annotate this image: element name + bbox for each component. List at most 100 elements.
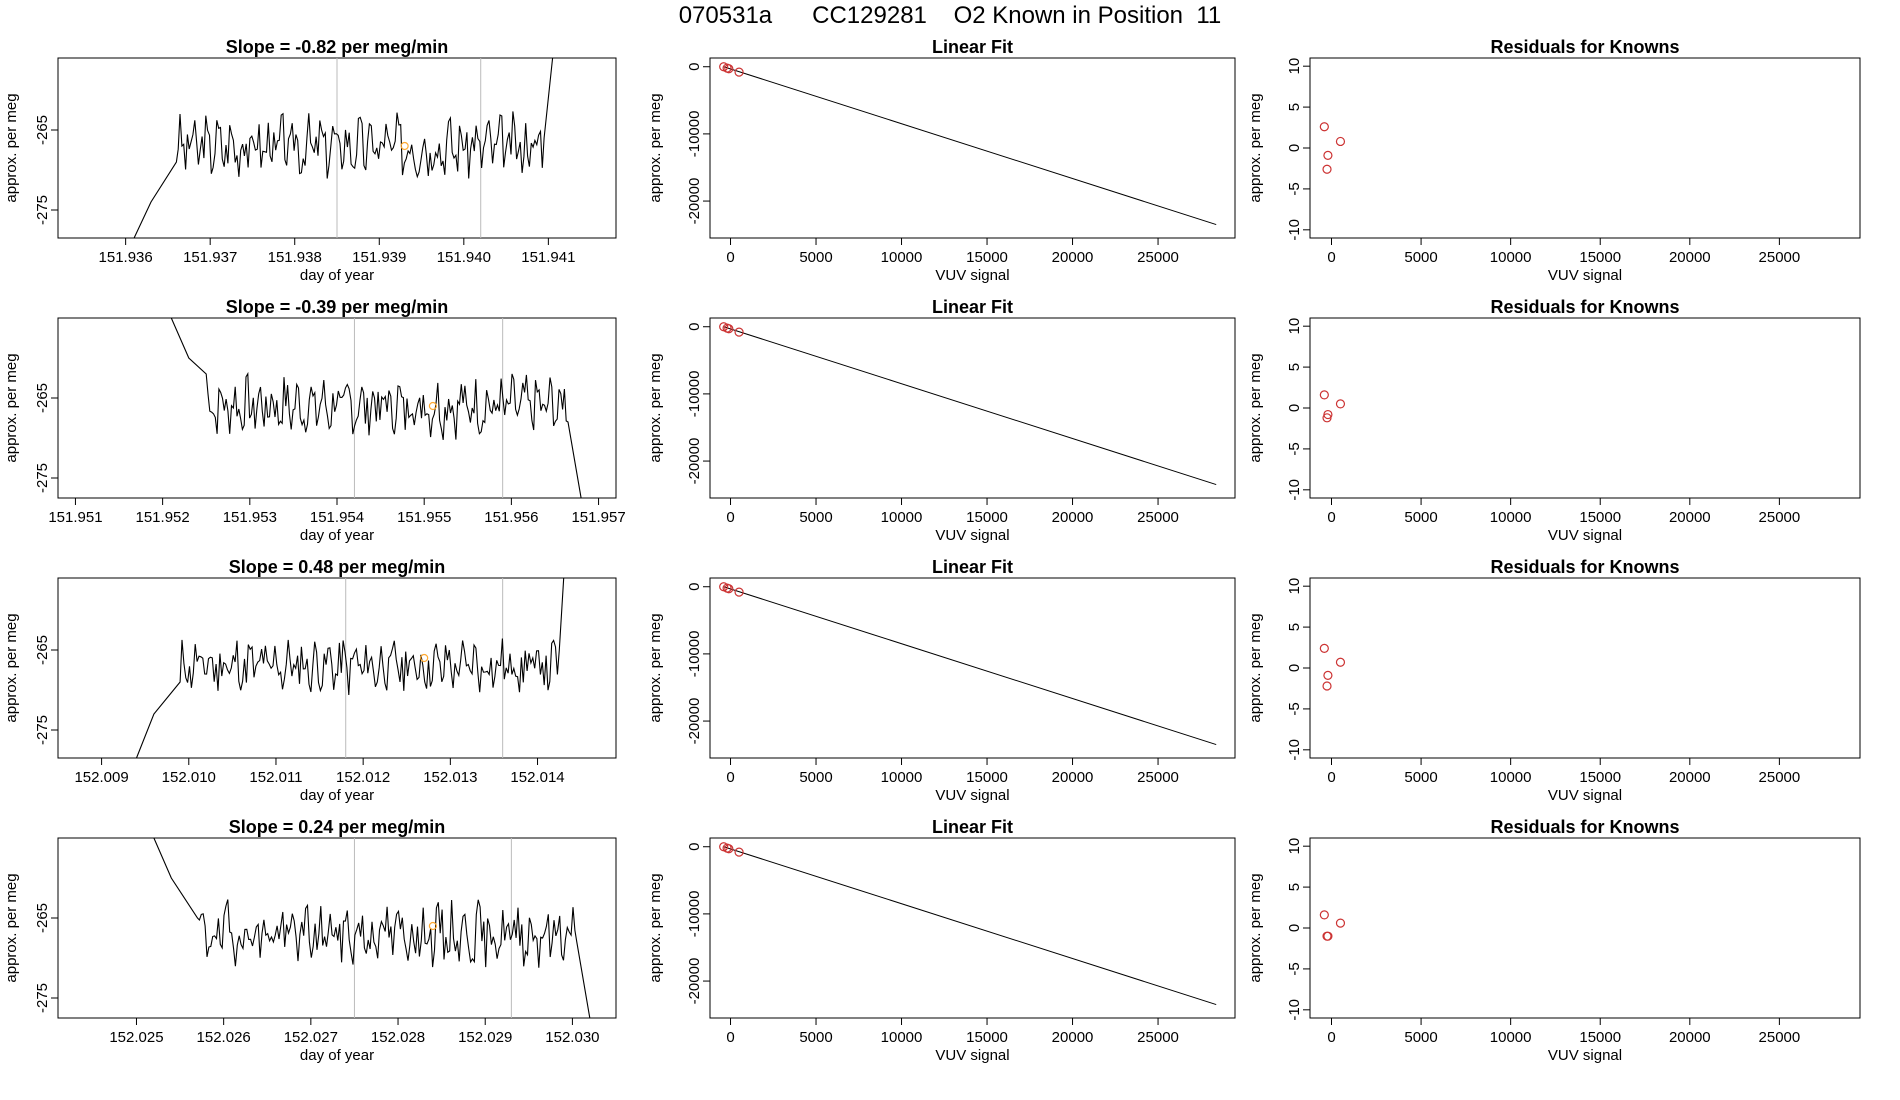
y-axis-label: approx. per meg [3,93,20,202]
x-tick-label: 0 [1327,509,1335,526]
x-tick-label: 151.957 [571,509,625,526]
chart-panel: Residuals for Knowns 0 5000 10000 15000 20000… [1247,37,1861,284]
y-tick-label: 0 [686,63,703,71]
plot-area [1319,643,1346,691]
plot-area [719,842,1217,1006]
y-tick-label: -10000 [686,371,703,418]
y-tick-label: -265 [34,635,51,665]
x-tick-label: 151.939 [352,249,406,266]
y-tick-label: 10 [1286,318,1303,335]
chart-panel: Linear Fit 0 5000 10000 15000 20000 25000 -2000… [647,37,1236,284]
x-tick-label: 25000 [1759,1029,1801,1046]
x-tick-label: 5000 [799,509,832,526]
x-tick-label: 25000 [1137,1029,1179,1046]
plot-frame [709,57,1236,239]
x-tick-label: 25000 [1759,509,1801,526]
chart-panel: Linear Fit 0 5000 10000 15000 20000 25000 -2000… [647,557,1236,804]
highlight-point [428,921,438,931]
x-tick-label: 15000 [966,769,1008,786]
x-tick-label: 15000 [966,1029,1008,1046]
x-axis-label: VUV signal [1548,787,1622,804]
plot-frame [709,317,1236,499]
figure-title: 070531a CC129281 O2 Known in Position 11 [678,2,1222,29]
chart-panel: Slope = -0.82 per meg/min 151.936 151.937 1… [3,37,617,284]
y-tick-label: 5 [1286,363,1303,371]
y-tick-label: -20000 [686,178,703,225]
data-point [1319,910,1329,920]
y-tick-label: -20000 [686,958,703,1005]
data-point [1335,918,1346,928]
x-tick-label: 5000 [799,249,832,266]
y-tick-label: -10000 [686,111,703,158]
x-tick-label: 151.954 [310,509,364,526]
y-tick-label: -10000 [686,631,703,678]
y-tick-label: -10 [1286,999,1303,1021]
plot-area [719,582,1217,746]
chart-title: Slope = 0.48 per meg/min [229,557,446,577]
y-tick-label: 0 [1286,924,1303,932]
x-tick-label: 152.030 [545,1029,599,1046]
data-point [1323,931,1333,941]
y-tick-label: -5 [1286,442,1303,455]
data-point [734,67,744,77]
plot-frame [1309,317,1861,499]
x-tick-label: 5000 [799,769,832,786]
plot-frame [1309,57,1861,239]
y-tick-label: -10 [1286,739,1303,761]
x-axis-label: day of year [300,267,374,284]
y-tick-label: 10 [1286,838,1303,855]
x-tick-label: 0 [726,249,734,266]
chart-panel: Slope = -0.39 per meg/min 151.951 151.952 1… [3,297,626,544]
y-tick-label: 0 [686,583,703,591]
y-tick-label: 5 [1286,103,1303,111]
y-axis-label: approx. per meg [647,873,664,982]
x-tick-label: 10000 [881,769,923,786]
x-axis-label: VUV signal [1548,267,1622,284]
plot-area [133,58,554,238]
y-tick-label: -265 [34,115,51,145]
y-tick-label: 0 [1286,664,1303,672]
x-tick-label: 15000 [1579,249,1621,266]
x-tick-label: 10000 [1490,509,1532,526]
x-tick-label: 0 [1327,1029,1335,1046]
y-tick-label: -275 [34,715,51,745]
x-tick-label: 20000 [1669,769,1711,786]
x-axis-label: VUV signal [935,267,1009,284]
data-trace [133,58,554,238]
data-point [734,327,744,337]
data-point [734,587,744,597]
y-tick-label: -10000 [686,891,703,938]
x-tick-label: 152.014 [510,769,564,786]
data-point [1322,413,1332,423]
x-tick-label: 20000 [1669,509,1711,526]
y-axis-label: approx. per meg [1247,353,1264,462]
data-point [724,324,734,334]
x-tick-label: 15000 [1579,509,1621,526]
x-tick-label: 151.955 [397,509,451,526]
x-axis-label: day of year [300,1047,374,1064]
x-tick-label: 152.012 [336,769,390,786]
x-tick-label: 20000 [1052,1029,1094,1046]
data-point [1323,670,1333,680]
plot-frame [1309,577,1861,759]
x-tick-label: 15000 [1579,769,1621,786]
plot-area [1319,122,1346,174]
chart-title: Slope = -0.82 per meg/min [226,37,449,57]
x-tick-label: 152.028 [371,1029,425,1046]
chart-title: Residuals for Knowns [1490,297,1679,317]
y-tick-label: -275 [34,983,51,1013]
chart-title: Linear Fit [932,297,1013,317]
highlight-point [428,401,438,411]
chart-panel: Residuals for Knowns 0 5000 10000 15000 20000… [1247,297,1861,544]
data-point [724,584,734,594]
chart-title: Residuals for Knowns [1490,557,1679,577]
x-axis-label: VUV signal [935,1047,1009,1064]
x-tick-label: 151.938 [268,249,322,266]
data-point [724,844,734,854]
x-tick-label: 152.029 [458,1029,512,1046]
y-tick-label: 0 [1286,144,1303,152]
data-trace [135,578,565,758]
x-tick-label: 152.010 [162,769,216,786]
y-axis-label: approx. per meg [1247,93,1264,202]
